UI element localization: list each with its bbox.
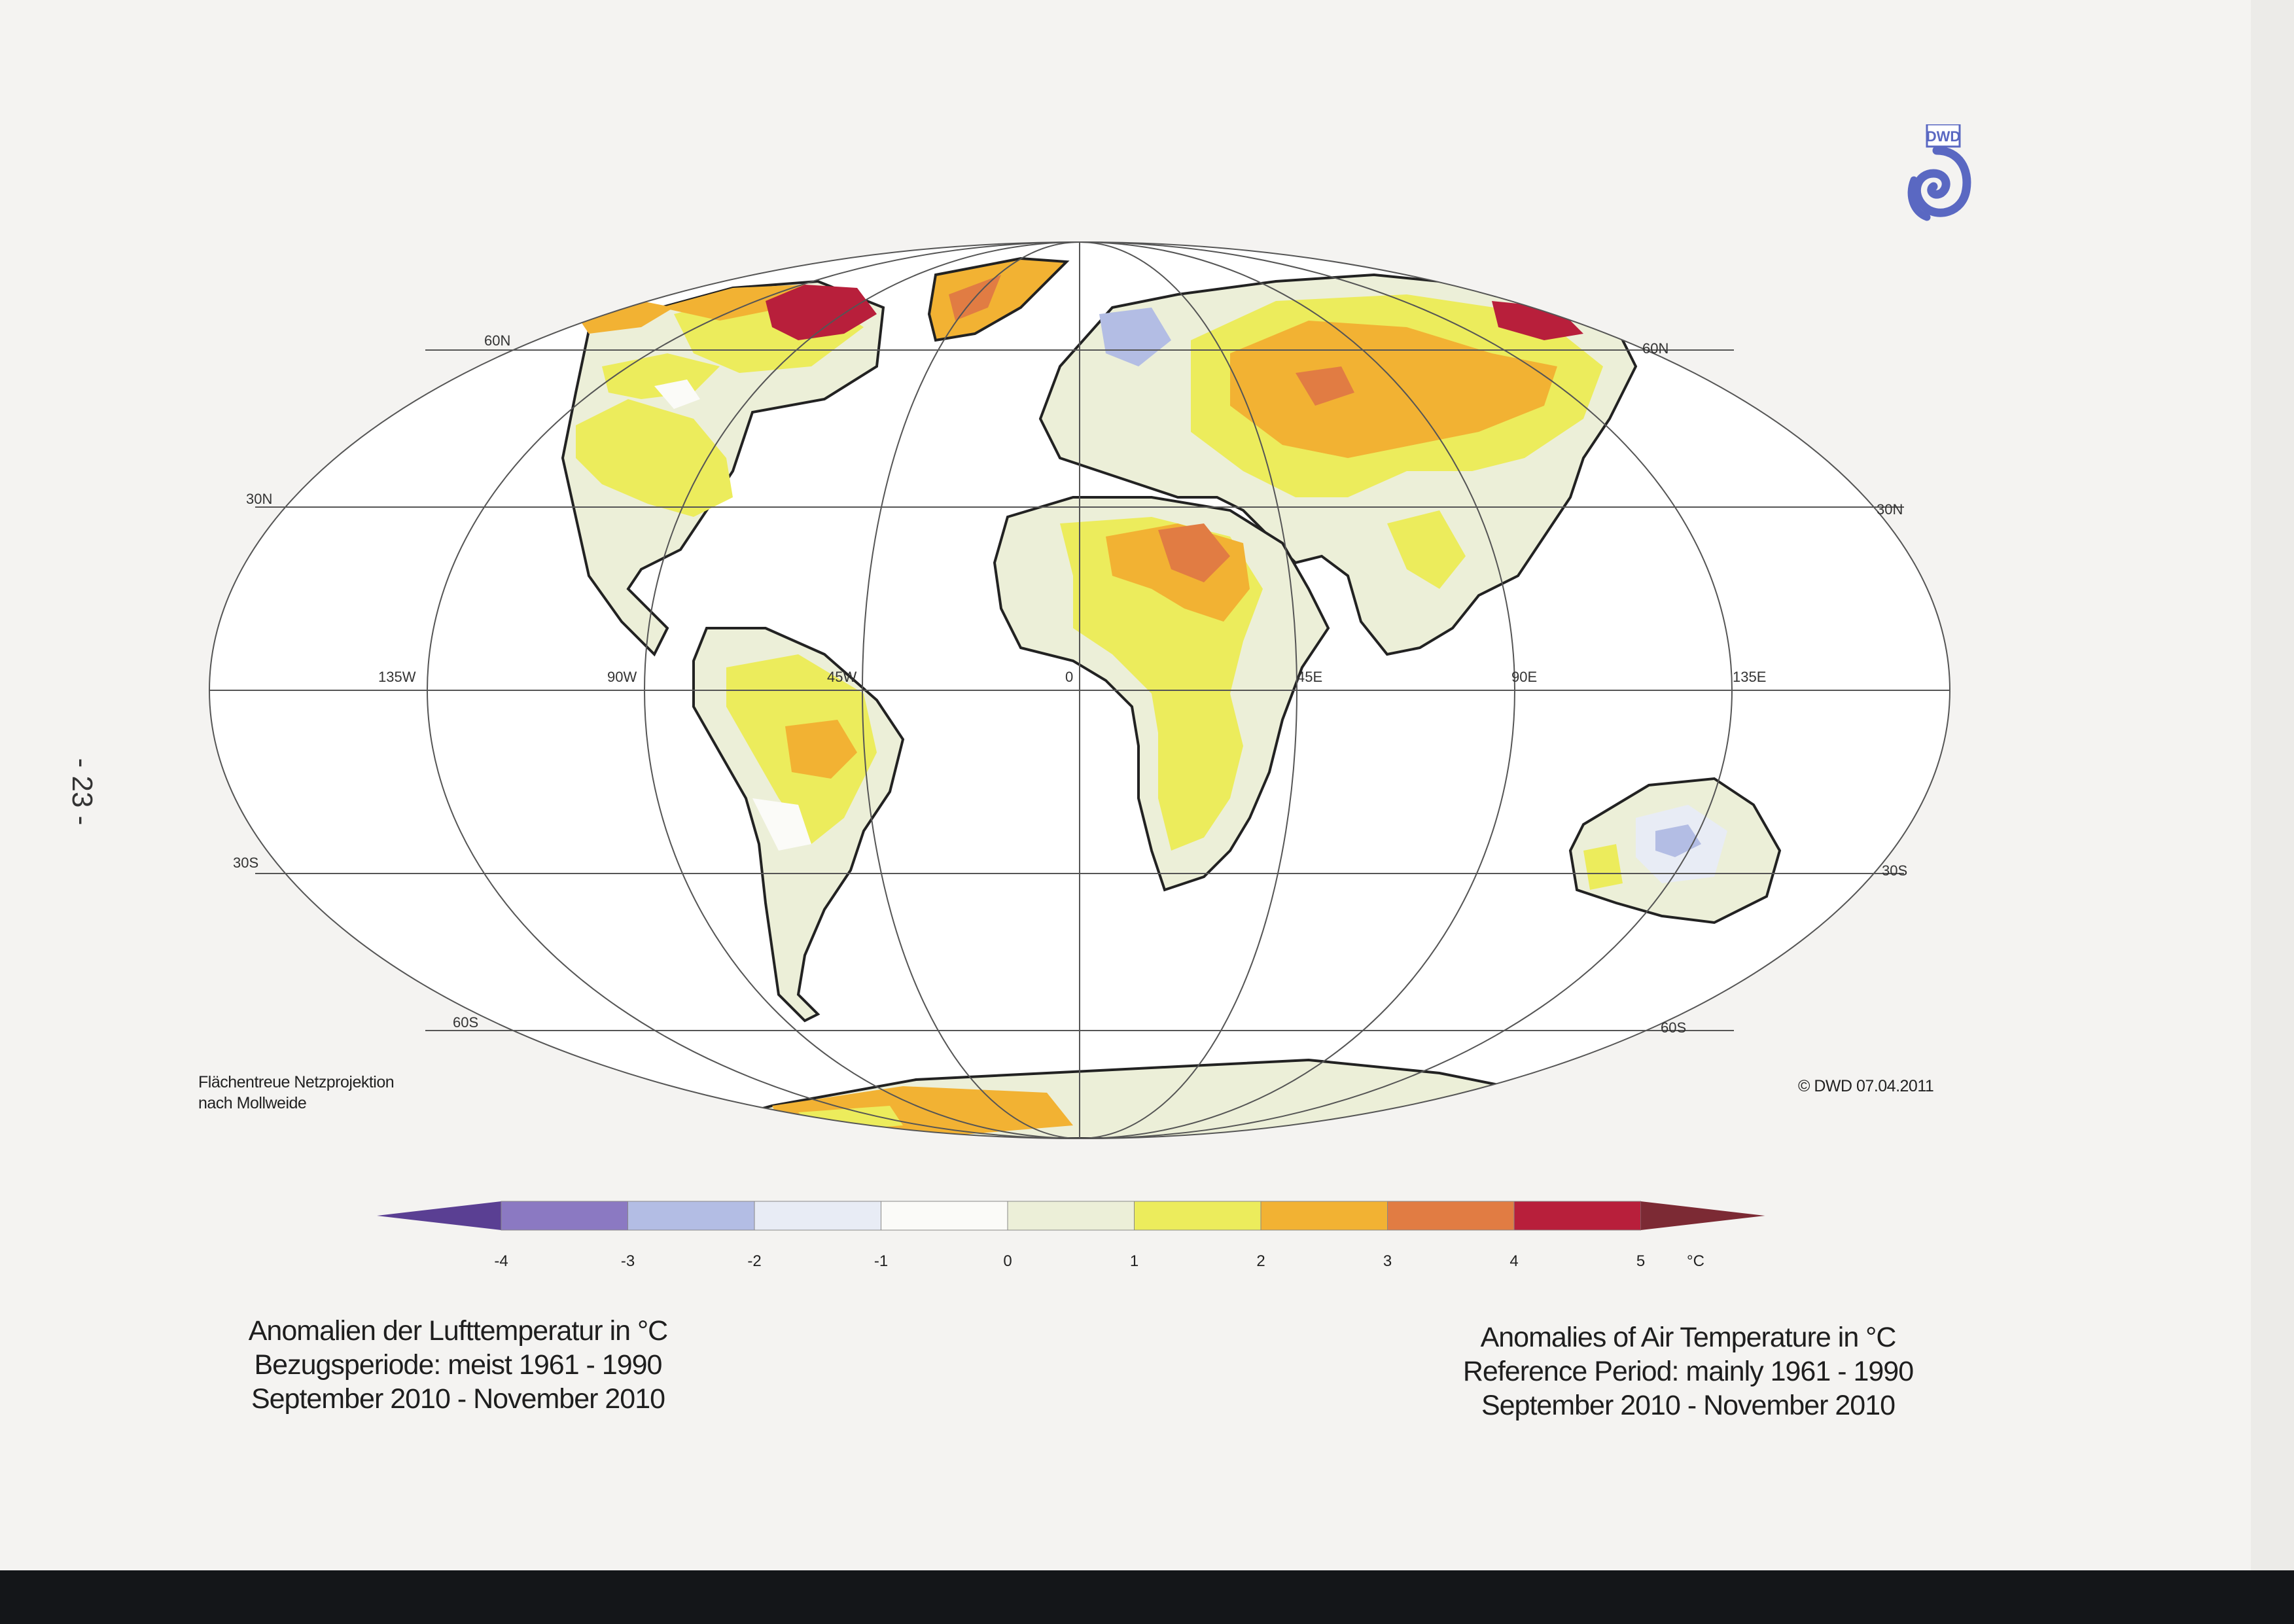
projection-note-line-2: nach Mollweide: [198, 1094, 307, 1112]
label-60s-right: 60S: [1661, 1019, 1686, 1036]
caption-de-line-1: Anomalien der Lufttemperatur in °C: [248, 1315, 668, 1347]
graticule: [209, 241, 1950, 1139]
africa: [993, 496, 1330, 892]
label-0: 0: [1065, 669, 1073, 685]
legend-tick-label: -3: [621, 1252, 635, 1270]
legend-swatch: [754, 1201, 881, 1231]
caption-de-line-2: Bezugsperiode: meist 1961 - 1990: [254, 1349, 663, 1381]
label-90e: 90E: [1511, 669, 1537, 685]
legend-swatch-above: [1640, 1201, 1765, 1230]
legend-swatch: [1260, 1201, 1388, 1231]
label-30s-left: 30S: [233, 855, 258, 871]
logo-text: DWD: [1926, 128, 1961, 145]
caption-en-line-3: September 2010 - November 2010: [1481, 1390, 1896, 1421]
label-30s-right: 30S: [1882, 862, 1907, 879]
south-america: [692, 627, 905, 1023]
caption-english: Anomalies of Air Temperature in °C Refer…: [1420, 1320, 1956, 1422]
label-60n-right: 60N: [1642, 340, 1668, 357]
label-30n-right: 30N: [1877, 501, 1903, 518]
legend-swatch: [1513, 1201, 1641, 1231]
caption-en-line-1: Anomalies of Air Temperature in °C: [1480, 1322, 1897, 1353]
page-edge: [2251, 0, 2294, 1570]
legend-swatch: [1387, 1201, 1515, 1231]
australia: [1568, 777, 1782, 925]
legend-tick-label: 1: [1130, 1252, 1138, 1270]
legend-unit: °C: [1687, 1252, 1704, 1270]
legend-tick-label: 2: [1256, 1252, 1265, 1270]
legend-tick-label: 5: [1636, 1252, 1645, 1270]
legend-swatch: [501, 1201, 628, 1231]
legend-tick-label: 0: [1003, 1252, 1012, 1270]
legend-tick-label: 4: [1509, 1252, 1518, 1270]
label-90w: 90W: [607, 669, 637, 685]
legend-tick-label: 3: [1383, 1252, 1392, 1270]
north-america: [561, 279, 885, 657]
scan-border: [0, 1570, 2294, 1624]
projection-note-line-1: Flächentreue Netzprojektion: [198, 1073, 395, 1091]
label-135w: 135W: [378, 669, 416, 685]
legend-tick-label: -4: [494, 1252, 508, 1270]
legend-swatch-below: [377, 1201, 501, 1230]
label-30n-left: 30N: [246, 491, 272, 507]
caption-german: Anomalien der Lufttemperatur in °C Bezug…: [196, 1314, 720, 1416]
label-45e: 45E: [1297, 669, 1322, 685]
projection-note: Flächentreue Netzprojektion nach Mollwei…: [198, 1072, 395, 1114]
legend-tick-label: -1: [874, 1252, 888, 1270]
legend-swatch: [881, 1201, 1008, 1231]
graticule-labels: 60N 60N 30N 30N 30S 30S 60S 60S 135W 90W…: [233, 332, 1907, 1036]
legend-color-bar: [377, 1201, 1765, 1231]
dwd-logo-icon: DWD: [1907, 124, 1971, 221]
copyright: © DWD 07.04.2011: [1798, 1077, 1934, 1095]
legend-swatch: [1134, 1201, 1262, 1231]
label-45w: 45W: [827, 669, 856, 685]
legend-ticks: -4 -3 -2 -1 0 1 2 3 4 5: [494, 1252, 1645, 1270]
caption-de-line-3: September 2010 - November 2010: [251, 1383, 665, 1415]
legend-swatch: [1007, 1201, 1135, 1231]
legend-swatch: [627, 1201, 755, 1231]
caption-en-line-2: Reference Period: mainly 1961 - 1990: [1462, 1356, 1914, 1387]
label-60s-left: 60S: [453, 1014, 478, 1031]
label-60n-left: 60N: [484, 332, 510, 349]
eurasia: [1038, 273, 1638, 656]
label-135e: 135E: [1733, 669, 1766, 685]
legend-tick-label: -2: [747, 1252, 761, 1270]
